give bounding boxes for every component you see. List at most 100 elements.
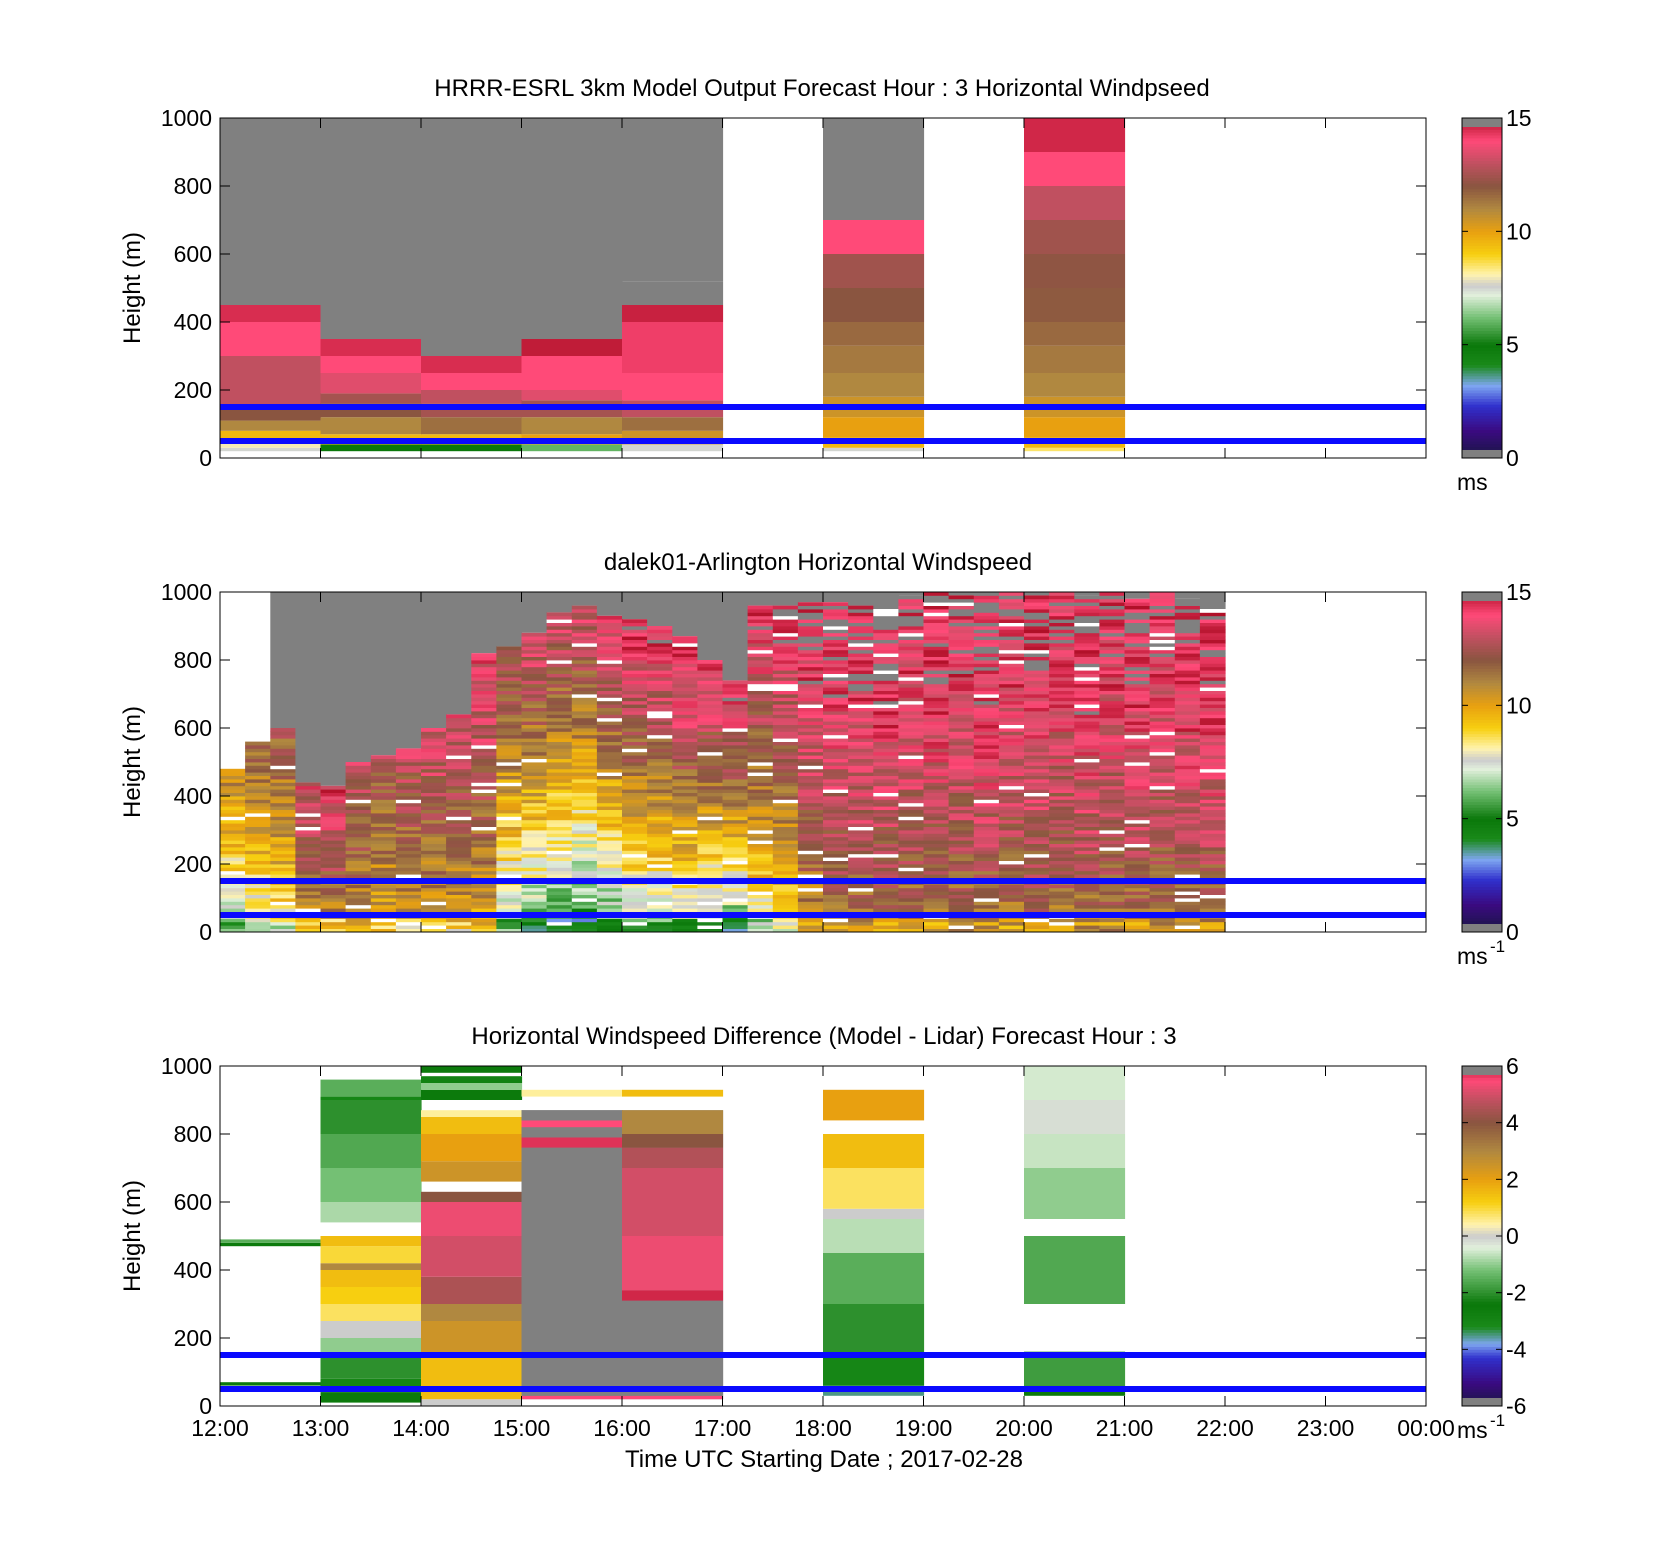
heatmap-cell bbox=[571, 755, 598, 759]
heatmap-cell bbox=[446, 830, 472, 834]
heatmap-cell bbox=[245, 901, 271, 906]
heatmap-cell bbox=[421, 745, 447, 749]
heatmap-cell bbox=[1199, 643, 1226, 647]
heatmap-cell bbox=[245, 758, 271, 763]
heatmap-cell bbox=[747, 908, 774, 912]
colorbar-swatch bbox=[1462, 191, 1502, 195]
colorbar-swatch bbox=[1462, 418, 1502, 422]
heatmap-cell bbox=[295, 833, 322, 838]
heatmap-cell bbox=[421, 843, 447, 848]
colorbar-swatch bbox=[1462, 1080, 1502, 1084]
heatmap-cell bbox=[1074, 745, 1100, 749]
heatmap-cell bbox=[1099, 690, 1126, 695]
heatmap-cell bbox=[647, 758, 673, 763]
heatmap-cell bbox=[1074, 680, 1100, 685]
heatmap-cell bbox=[823, 447, 925, 452]
heatmap-cell bbox=[1174, 717, 1201, 722]
heatmap-cell bbox=[797, 602, 824, 606]
heatmap-cell bbox=[823, 1355, 925, 1386]
heatmap-cell bbox=[295, 819, 322, 824]
heatmap-cell bbox=[546, 612, 573, 617]
colorbar-swatch bbox=[1462, 1386, 1502, 1390]
heatmap-cell bbox=[1024, 653, 1050, 657]
heatmap-cell bbox=[772, 921, 799, 926]
heatmap-cell bbox=[823, 772, 849, 776]
heatmap-cell bbox=[1024, 598, 1050, 603]
heatmap-cell bbox=[998, 908, 1025, 912]
heatmap-cell bbox=[496, 819, 523, 824]
heatmap-cell bbox=[1049, 847, 1075, 851]
heatmap-cell bbox=[471, 700, 497, 705]
heatmap-cell bbox=[596, 823, 623, 827]
heatmap-cell bbox=[245, 918, 271, 923]
heatmap-cell bbox=[772, 908, 799, 912]
heatmap-cell bbox=[345, 836, 372, 841]
heatmap-cell bbox=[622, 281, 724, 305]
heatmap-cell bbox=[220, 441, 322, 448]
heatmap-cell bbox=[571, 612, 598, 617]
heatmap-cell bbox=[647, 802, 673, 807]
heatmap-cell bbox=[848, 734, 874, 739]
heatmap-cell bbox=[1199, 833, 1226, 838]
heatmap-cell bbox=[1074, 670, 1100, 674]
heatmap-cell bbox=[270, 864, 296, 868]
heatmap-cell bbox=[1149, 653, 1176, 657]
heatmap-cell bbox=[622, 1134, 724, 1148]
heatmap-cell bbox=[1049, 894, 1075, 899]
colorbar-swatch bbox=[1462, 401, 1502, 405]
heatmap-cell bbox=[1124, 711, 1151, 715]
heatmap-cell bbox=[747, 721, 774, 725]
heatmap-cell bbox=[320, 884, 347, 889]
heatmap-cell bbox=[1124, 796, 1151, 800]
heatmap-cell bbox=[521, 1089, 623, 1097]
heatmap-cell bbox=[571, 775, 598, 780]
heatmap-cell bbox=[546, 809, 573, 814]
heatmap-cell bbox=[722, 840, 749, 844]
heatmap-cell bbox=[948, 738, 975, 742]
heatmap-cell bbox=[1049, 666, 1075, 671]
heatmap-cell bbox=[747, 901, 774, 906]
heatmap-cell bbox=[220, 802, 246, 807]
heatmap-cell bbox=[446, 904, 472, 909]
heatmap-cell bbox=[848, 646, 874, 651]
heatmap-cell bbox=[923, 755, 950, 759]
heatmap-cell bbox=[596, 639, 623, 644]
heatmap-cell bbox=[1124, 697, 1151, 702]
heatmap-cell bbox=[747, 680, 774, 685]
heatmap-cell bbox=[898, 898, 925, 902]
heatmap-cell bbox=[270, 843, 296, 848]
heatmap-cell bbox=[1024, 636, 1050, 640]
heatmap-cell bbox=[496, 765, 523, 770]
panel-1-title: HRRR-ESRL 3km Model Output Forecast Hour… bbox=[434, 75, 1209, 102]
heatmap-cell bbox=[571, 700, 598, 705]
panel-3-title: Horizontal Windspeed Difference (Model -… bbox=[471, 1023, 1176, 1050]
heatmap-cell bbox=[270, 751, 296, 756]
heatmap-cell bbox=[1124, 714, 1151, 719]
colorbar-swatch bbox=[1462, 140, 1502, 144]
heatmap-cell bbox=[647, 779, 673, 783]
heatmap-cell bbox=[1124, 887, 1151, 892]
heatmap-cell bbox=[772, 762, 799, 766]
heatmap-cell bbox=[1099, 605, 1126, 610]
heatmap-cell bbox=[446, 748, 472, 753]
heatmap-cell bbox=[1099, 639, 1126, 644]
heatmap-cell bbox=[370, 908, 397, 912]
heatmap-cell bbox=[596, 632, 623, 637]
heatmap-cell bbox=[1024, 629, 1050, 634]
heatmap-cell bbox=[823, 643, 849, 647]
heatmap-cell bbox=[772, 802, 799, 807]
heatmap-cell bbox=[998, 612, 1025, 617]
colorbar-swatch bbox=[1462, 330, 1502, 334]
heatmap-cell bbox=[270, 762, 296, 766]
heatmap-cell bbox=[446, 758, 472, 763]
heatmap-cell bbox=[923, 595, 950, 600]
heatmap-cell bbox=[220, 925, 246, 929]
heatmap-cell bbox=[370, 806, 397, 810]
heatmap-cell bbox=[973, 813, 1000, 817]
heatmap-cell bbox=[873, 789, 899, 793]
colorbar-swatch bbox=[1462, 353, 1502, 357]
colorbar-swatch bbox=[1462, 1400, 1502, 1404]
heatmap-cell bbox=[1124, 901, 1151, 906]
heatmap-cell bbox=[923, 643, 950, 647]
lidar-nodata-cell bbox=[1199, 592, 1226, 609]
